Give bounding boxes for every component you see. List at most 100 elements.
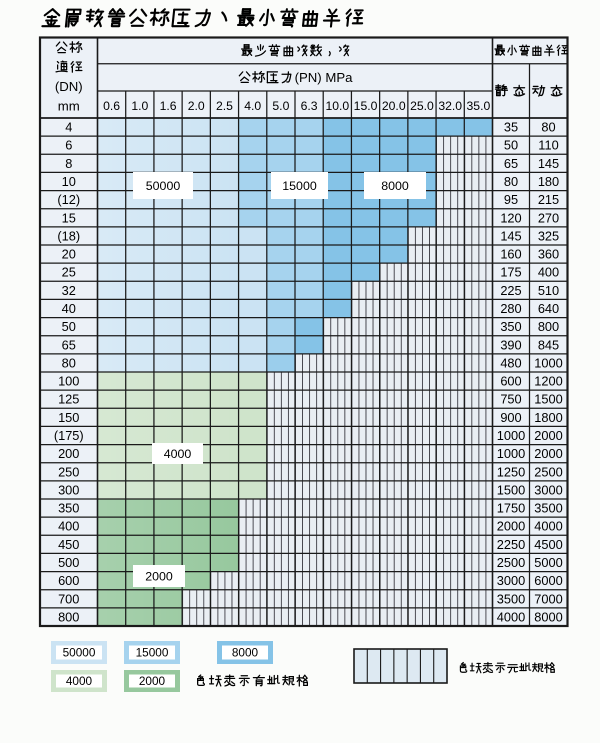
svg-text:1.0: 1.0	[131, 99, 148, 113]
svg-text:125: 125	[58, 392, 79, 407]
svg-text:4.0: 4.0	[244, 99, 261, 113]
svg-text:225: 225	[500, 283, 521, 298]
svg-text:50000: 50000	[146, 179, 181, 193]
svg-text:10: 10	[62, 174, 76, 189]
svg-text:4000: 4000	[534, 519, 562, 534]
svg-text:5000: 5000	[534, 555, 562, 570]
svg-text:600: 600	[58, 573, 79, 588]
svg-text:1000: 1000	[497, 446, 525, 461]
svg-text:110: 110	[538, 138, 558, 153]
svg-text:4: 4	[65, 120, 72, 135]
svg-text:480: 480	[500, 355, 521, 370]
svg-text:300: 300	[58, 482, 79, 497]
svg-text:200: 200	[58, 446, 79, 461]
svg-text:1200: 1200	[534, 374, 562, 389]
svg-text:80: 80	[504, 174, 518, 189]
svg-text:0.6: 0.6	[103, 99, 120, 113]
svg-text:1500: 1500	[497, 482, 525, 497]
svg-text:360: 360	[538, 247, 559, 262]
svg-text:32: 32	[62, 283, 76, 298]
svg-text:3000: 3000	[497, 573, 525, 588]
svg-text:(PN) MPa: (PN) MPa	[295, 70, 354, 85]
svg-text:4000: 4000	[164, 447, 192, 461]
svg-text:3500: 3500	[497, 591, 525, 606]
svg-text:900: 900	[500, 410, 521, 425]
svg-text:160: 160	[500, 247, 521, 262]
svg-text:20: 20	[62, 247, 76, 262]
svg-text:2000: 2000	[534, 428, 562, 443]
svg-text:4500: 4500	[534, 537, 562, 552]
svg-text:65: 65	[62, 337, 76, 352]
svg-text:8000: 8000	[534, 609, 562, 624]
svg-text:150: 150	[58, 410, 79, 425]
svg-text:4000: 4000	[66, 674, 93, 688]
svg-text:180: 180	[538, 174, 559, 189]
svg-text:20.0: 20.0	[382, 99, 406, 113]
svg-text:2000: 2000	[497, 519, 525, 534]
svg-text:845: 845	[538, 337, 559, 352]
svg-text:40: 40	[62, 301, 76, 316]
svg-text:500: 500	[58, 555, 79, 570]
svg-text:2000: 2000	[139, 674, 166, 688]
svg-text:600: 600	[500, 374, 521, 389]
svg-text:145: 145	[500, 228, 521, 243]
svg-text:390: 390	[500, 337, 521, 352]
svg-text:6: 6	[65, 138, 72, 153]
svg-text:4000: 4000	[497, 609, 525, 624]
svg-text:(DN): (DN)	[55, 79, 83, 94]
svg-text:280: 280	[500, 301, 521, 316]
svg-text:15.0: 15.0	[354, 99, 378, 113]
svg-text:8: 8	[65, 156, 72, 171]
svg-text:25.0: 25.0	[410, 99, 434, 113]
svg-text:2500: 2500	[497, 555, 525, 570]
svg-text:6000: 6000	[534, 573, 562, 588]
svg-text:700: 700	[58, 591, 79, 606]
svg-text:350: 350	[500, 319, 521, 334]
svg-text:2250: 2250	[497, 537, 525, 552]
svg-text:400: 400	[58, 519, 79, 534]
svg-text:15: 15	[62, 210, 76, 225]
svg-text:800: 800	[58, 609, 79, 624]
svg-text:1750: 1750	[497, 501, 525, 516]
svg-text:350: 350	[58, 501, 79, 516]
svg-text:15000: 15000	[282, 179, 317, 193]
svg-text:510: 510	[538, 283, 559, 298]
svg-text:100: 100	[58, 374, 79, 389]
svg-text:(175): (175)	[54, 428, 84, 443]
svg-text:10.0: 10.0	[325, 99, 349, 113]
svg-text:(12): (12)	[57, 192, 80, 207]
svg-text:450: 450	[58, 537, 79, 552]
svg-text:7000: 7000	[534, 591, 562, 606]
svg-text:215: 215	[538, 192, 559, 207]
svg-text:270: 270	[538, 210, 559, 225]
svg-text:5.0: 5.0	[272, 99, 289, 113]
svg-text:145: 145	[538, 156, 559, 171]
svg-text:95: 95	[504, 192, 518, 207]
svg-text:80: 80	[541, 120, 555, 135]
svg-text:2.5: 2.5	[216, 99, 233, 113]
svg-text:3000: 3000	[534, 482, 562, 497]
svg-text:80: 80	[62, 355, 76, 370]
svg-text:325: 325	[538, 228, 559, 243]
svg-text:1000: 1000	[534, 355, 562, 370]
svg-text:2000: 2000	[534, 446, 562, 461]
svg-text:35: 35	[504, 120, 518, 135]
svg-text:2000: 2000	[145, 569, 173, 583]
svg-text:8000: 8000	[232, 646, 259, 660]
svg-text:1250: 1250	[497, 464, 525, 479]
svg-text:400: 400	[538, 265, 559, 280]
svg-text:1500: 1500	[534, 392, 562, 407]
svg-text:120: 120	[500, 210, 521, 225]
svg-text:640: 640	[538, 301, 559, 316]
svg-text:mm: mm	[58, 99, 80, 114]
svg-text:2.0: 2.0	[188, 99, 205, 113]
svg-text:65: 65	[504, 156, 518, 171]
svg-text:15000: 15000	[136, 646, 169, 660]
svg-text:1000: 1000	[497, 428, 525, 443]
svg-text:6.3: 6.3	[301, 99, 318, 113]
svg-text:175: 175	[500, 265, 521, 280]
svg-text:1800: 1800	[534, 410, 562, 425]
svg-text:50: 50	[62, 319, 76, 334]
svg-text:250: 250	[58, 464, 79, 479]
svg-text:8000: 8000	[381, 179, 409, 193]
